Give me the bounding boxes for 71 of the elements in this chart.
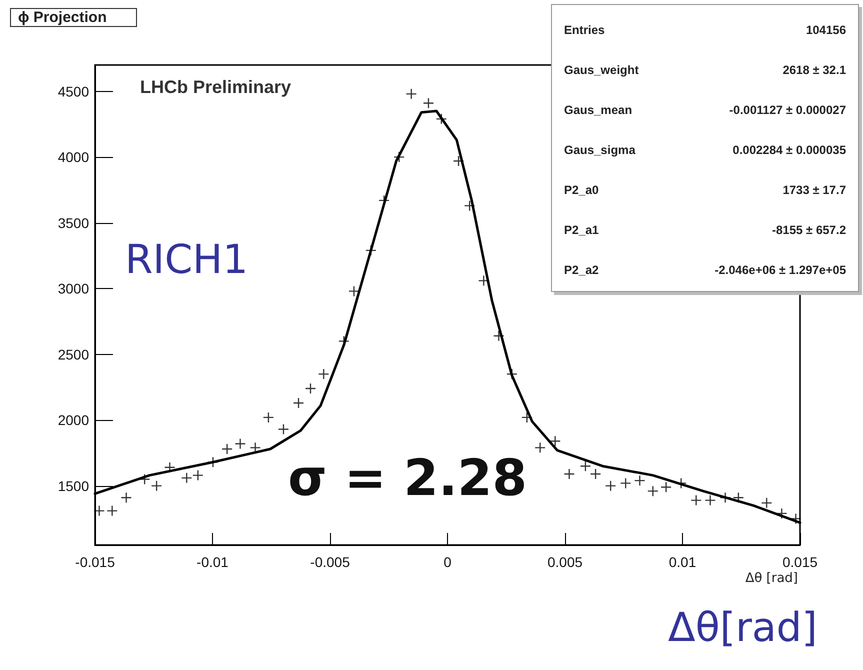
point: [192, 470, 204, 481]
point: [94, 505, 105, 516]
point: [181, 472, 192, 484]
point: [436, 113, 447, 125]
point: [493, 330, 504, 342]
point: [318, 368, 330, 380]
annotation: Gaus_sigma: [564, 143, 636, 157]
x-tick-label: -0.015: [75, 554, 116, 570]
x-tick-label: 0.005: [547, 554, 583, 570]
x-tick-label: -0.01: [196, 554, 229, 570]
point: [292, 397, 304, 409]
y-tick-label: 2000: [58, 412, 90, 428]
annotation: -0.001127 ± 0.000027: [729, 103, 846, 117]
x-tick-label: 0: [444, 554, 452, 570]
annotation: -2.046e+06 ± 1.297e+05: [714, 263, 846, 277]
annotation: LHCb Preliminary: [140, 77, 292, 97]
y-tick-label: 3000: [58, 280, 90, 297]
y-tick-label: 2500: [58, 346, 90, 362]
annotation: σ = 2.28: [288, 449, 528, 507]
y-tick-label: 3500: [58, 214, 90, 231]
point: [422, 98, 434, 109]
y-tick-label: 4000: [58, 149, 90, 166]
point: [464, 200, 476, 212]
point: [534, 442, 546, 454]
x-tick-label: 0.01: [668, 554, 696, 570]
point: [634, 474, 646, 486]
point: [120, 492, 132, 504]
text: Entries: [564, 23, 605, 37]
point: [660, 482, 672, 493]
point: [590, 468, 602, 480]
point: [580, 460, 592, 472]
point: [564, 468, 575, 480]
text: 104156: [806, 23, 846, 37]
annotation: P2_a1: [564, 223, 599, 237]
y-tick-label: 4500: [58, 83, 90, 100]
point: [221, 443, 233, 455]
annotation: 1733 ± 17.7: [782, 183, 846, 197]
point: [452, 155, 464, 167]
x-tick-label: -0.005: [310, 554, 350, 570]
point: [620, 478, 632, 489]
annotation: Gaus_weight: [564, 63, 639, 77]
point: [776, 508, 788, 520]
point: [647, 485, 658, 497]
annotation: Gaus_mean: [564, 103, 632, 117]
annotation: P2_a0: [564, 183, 599, 197]
point: [304, 382, 316, 394]
annotation: 2618 ± 32.1: [782, 63, 846, 77]
point: [521, 412, 533, 424]
point: [406, 88, 417, 100]
x-tick-label: 0.015: [782, 554, 818, 570]
text: Δθ[rad]: [668, 605, 818, 651]
chart-title: ϕ Projection: [18, 9, 107, 26]
point: [348, 286, 360, 297]
point: [138, 474, 150, 485]
point: [690, 494, 702, 506]
y-tick-label: 1500: [58, 478, 90, 494]
x-axis-title: Δθ [rad]: [745, 571, 798, 586]
annotation: 0.002284 ± 0.000035: [732, 143, 846, 157]
point: [761, 497, 772, 509]
point: [150, 480, 162, 492]
point: [234, 438, 246, 450]
annotation: P2_a2: [564, 263, 599, 277]
point: [704, 494, 716, 506]
point: [262, 412, 274, 424]
annotation: -8155 ± 657.2: [772, 223, 846, 237]
point: [106, 505, 118, 516]
point: [278, 424, 290, 435]
point: [550, 436, 561, 447]
annotation: RICH1: [125, 237, 248, 283]
point: [604, 480, 616, 492]
point: [790, 513, 802, 524]
